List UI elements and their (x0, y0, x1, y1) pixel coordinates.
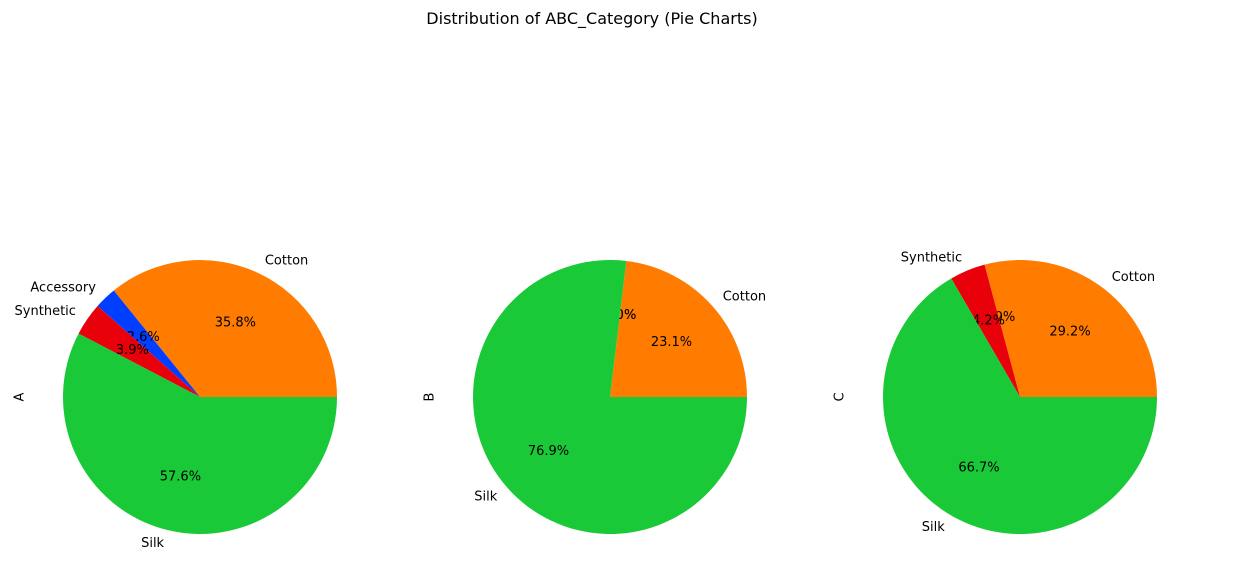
pie-slice-silk (472, 260, 747, 535)
pie-slice-synthetic (78, 306, 200, 397)
pie-ylabel: A (13, 392, 28, 401)
pie-slice-cotton (610, 260, 747, 397)
pie-slice-accessory (97, 290, 200, 397)
pie-slice-silk (882, 278, 1157, 534)
pie-chart-a: A35.8%Cotton2.6%Accessory3.9%Synthetic57… (13, 253, 338, 551)
pie-pct-label-silk: 57.6% (160, 469, 201, 484)
pie-pct-label-silk: 66.7% (958, 461, 999, 476)
pie-pct-label-silk: 76.9% (528, 444, 569, 459)
pie-pct-label-cotton: 29.2% (1049, 324, 1090, 339)
pie-category-label-synthetic: Synthetic (901, 250, 962, 265)
pie-category-label-accessory: Accessory (30, 281, 96, 296)
pie-slice-silk (62, 333, 338, 535)
pie-category-label-silk: Silk (141, 536, 164, 551)
pie-ylabel: C (833, 392, 848, 401)
pie-category-label-silk: Silk (474, 490, 497, 505)
pie-slice-cotton (984, 260, 1157, 397)
pie-pct-label-cotton: 23.1% (651, 335, 692, 350)
figure-title: Distribution of ABC_Category (Pie Charts… (426, 9, 757, 29)
pie-category-label-cotton: Cotton (265, 253, 308, 268)
pie-pct-label-synthetic: 4.2% (972, 314, 1005, 329)
pie-category-label-synthetic: Synthetic (15, 304, 76, 319)
pie-category-label-silk: Silk (922, 520, 945, 535)
pie-category-label-cotton: Cotton (723, 289, 766, 304)
pie-slice-synthetic (951, 264, 1020, 397)
pie-slice-cotton (113, 260, 338, 397)
pie-pct-label-cotton: 35.8% (215, 315, 256, 330)
pie-category-label-cotton: Cotton (1112, 270, 1155, 285)
pie-pct-label-synthetic: 3.9% (116, 343, 149, 358)
pie-ylabel: B (423, 393, 438, 402)
